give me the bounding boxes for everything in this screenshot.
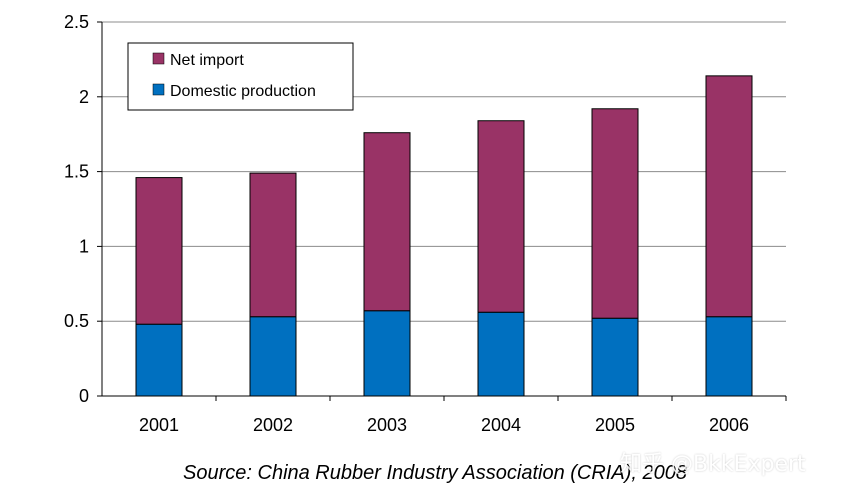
legend-label: Net import (170, 52, 244, 69)
bars (135, 75, 753, 397)
bar-segment (363, 132, 411, 312)
x-tick-label: 2006 (709, 415, 749, 435)
x-tick-label: 2003 (367, 415, 407, 435)
y-tick-label: 2.5 (64, 12, 89, 32)
bar-segment (135, 323, 183, 397)
source-note: Source: China Rubber Industry Associatio… (183, 462, 687, 484)
y-tick-label: 0.5 (64, 311, 89, 331)
x-tick-label: 2004 (481, 415, 521, 435)
legend-label: Domestic production (170, 83, 316, 100)
bar-segment (135, 177, 183, 325)
legend-swatch (152, 83, 165, 96)
x-tick-label: 2001 (139, 415, 179, 435)
y-tick-label: 0 (79, 386, 89, 406)
x-tick-label: 2005 (595, 415, 635, 435)
legend-swatch (152, 52, 165, 65)
watermark: 知乎 @BkkExpert (620, 452, 806, 477)
bar-segment (705, 316, 753, 397)
bar-segment (477, 311, 525, 397)
y-tick-label: 1 (79, 236, 89, 256)
bar-segment (591, 317, 639, 397)
bar-segment (249, 172, 297, 318)
bar-segment (705, 75, 753, 318)
legend-box (127, 42, 354, 111)
axes: 0 0.5 1 1.5 2 2.5 2001 2002 2003 2004 2005 2006 (64, 12, 787, 435)
bar-segment (249, 316, 297, 397)
x-tick-label: 2002 (253, 415, 293, 435)
bar-segment (591, 108, 639, 319)
bar-segment (363, 310, 411, 397)
bar-segment (477, 120, 525, 313)
legend: Net import Domestic production (127, 42, 354, 111)
y-tick-label: 2 (79, 87, 89, 107)
y-tick-label: 1.5 (64, 162, 89, 182)
